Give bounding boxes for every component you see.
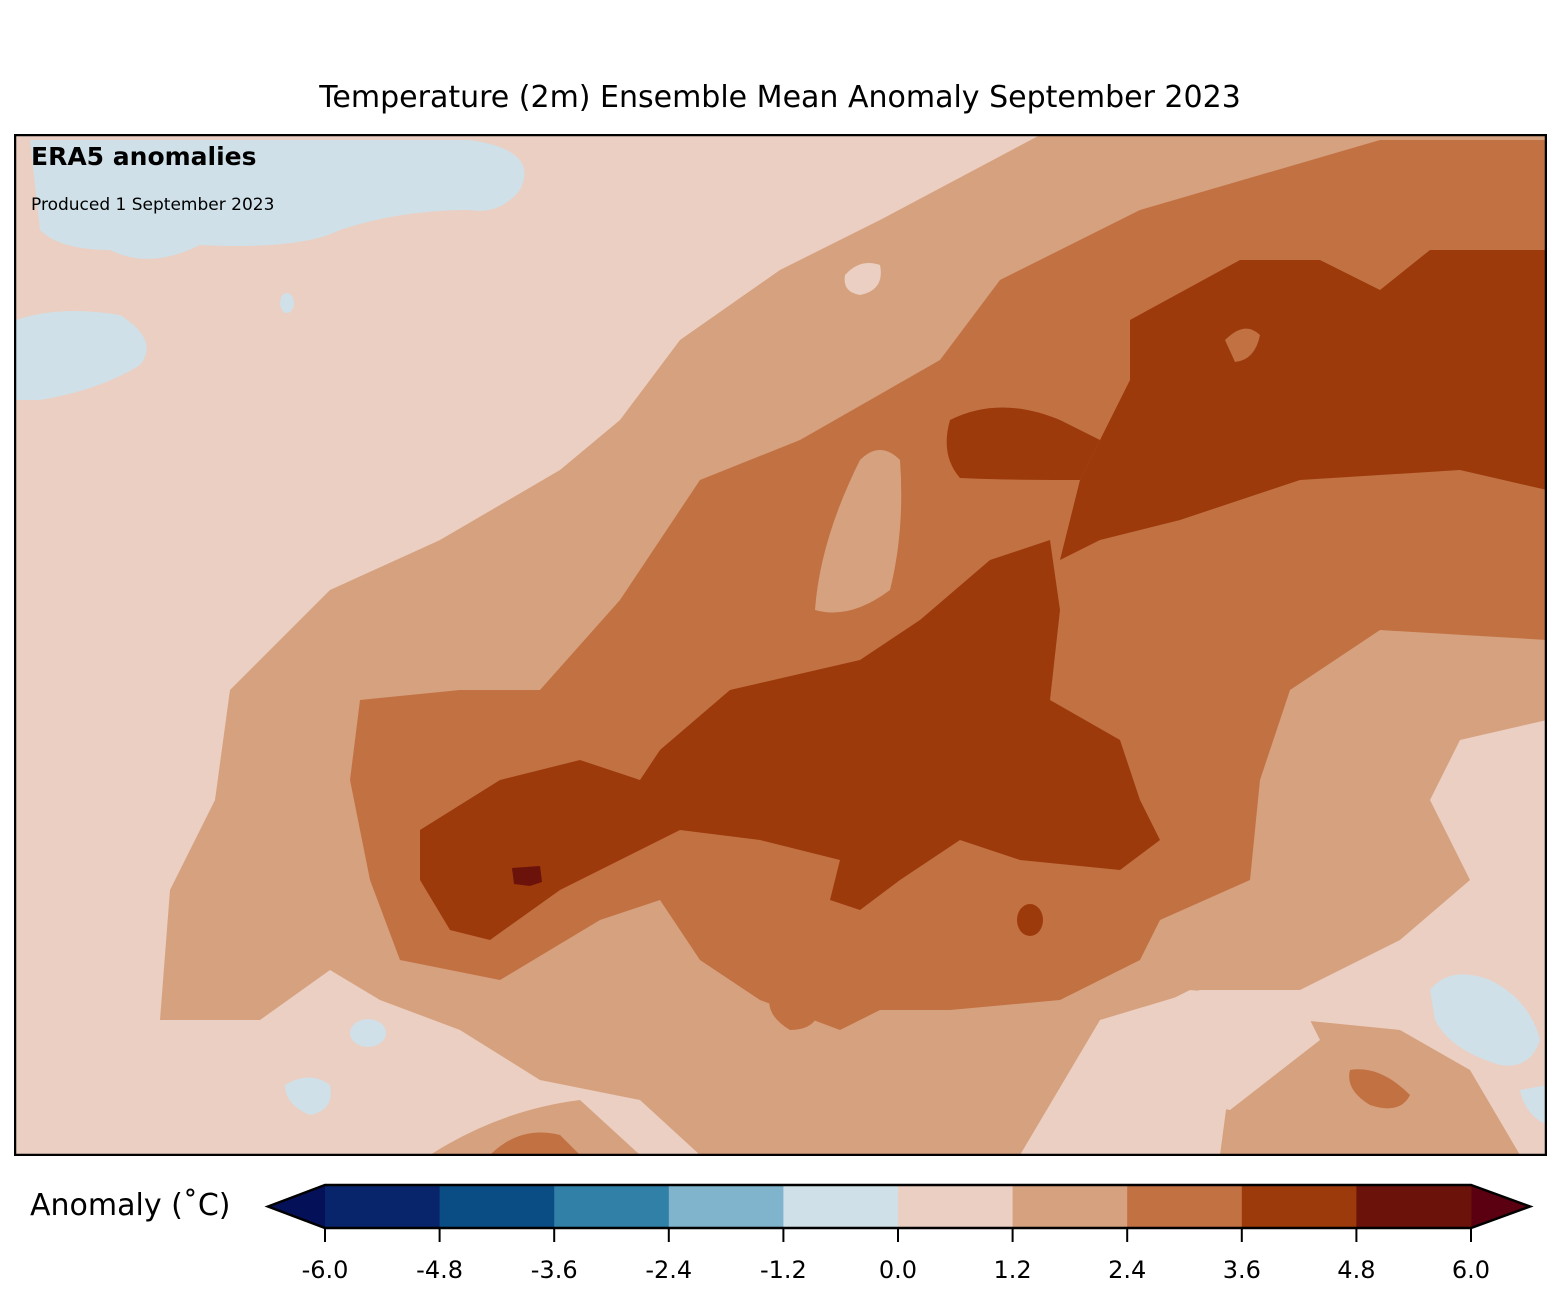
colorbar-tick-label: 4.8 [1337,1256,1376,1284]
colorbar-over-extension [1471,1185,1530,1228]
colorbar-segment [783,1185,899,1228]
map-title: Temperature (2m) Ensemble Mean Anomaly S… [319,80,1241,115]
anomaly-negative-patch [1520,1085,1547,1125]
colorbar-segment [554,1185,670,1228]
anomaly-2.4-3.6-region [490,1132,580,1155]
colorbar-tick-label: -6.0 [301,1256,349,1284]
colorbar-tick-label: -1.2 [759,1256,807,1284]
anomaly-0-1.2-region [1110,990,1320,1110]
colorbar-tick-label: -2.4 [645,1256,693,1284]
dataset-heading: ERA5 anomalies [31,142,257,171]
colorbar-tick-label: 2.4 [1108,1256,1147,1284]
colorbar-outline [264,1183,1534,1230]
colorbar-segment [1127,1185,1243,1228]
anomaly-3.6-4.8-region [1017,904,1043,936]
colorbar-segment [1012,1185,1128,1228]
anomaly-3.6-4.8-region-northeast [1060,250,1547,560]
anomaly-negative-iceland [16,311,147,400]
colorbar-tick-label: 1.2 [993,1256,1032,1284]
anomaly-3.6-4.8-region-central [420,540,1160,940]
colorbar-tick-label: -3.6 [530,1256,578,1284]
anomaly-1.2-2.4-region [430,1100,640,1155]
colorbar-tick-label: 0.0 [878,1256,918,1284]
anomaly-map [14,134,1547,1156]
anomaly-2.4-3.6-region [1225,328,1260,362]
colorbar-under-extension [268,1185,325,1228]
anomaly-3.6-4.8-region-finland [946,407,1100,480]
map-frame [14,134,1547,1156]
anomaly-2.4-3.6-region [1349,1069,1410,1109]
colorbar-segment [1356,1185,1472,1228]
anomaly-2.4-3.6-region [769,994,820,1030]
colorbar-segment [325,1185,441,1228]
colorbar-tick-label: -4.8 [416,1256,463,1284]
anomaly-negative-iberia [285,1077,331,1115]
colorbar-segment [1241,1185,1357,1228]
colorbar-segment [898,1185,1014,1228]
colorbar-tick-label: 6.0 [1451,1256,1491,1284]
anomaly-negative-patch [280,293,294,313]
anomaly-1.2-2.4-region [815,450,902,613]
produced-date: Produced 1 September 2023 [31,195,275,215]
colorbar-label: Anomaly (˚C) [30,1188,231,1223]
anomaly-4.8-6.0-region [512,866,542,886]
anomaly-negative-patch [350,1019,386,1047]
colorbar-tick-label: 3.6 [1222,1256,1261,1284]
colorbar-segment [439,1185,555,1228]
anomaly-negative-caucasus [1430,974,1540,1066]
anomaly-0-1.2-region [844,262,881,295]
anomaly-negative-north-atlantic [30,140,525,259]
colorbar-segment [668,1185,784,1228]
